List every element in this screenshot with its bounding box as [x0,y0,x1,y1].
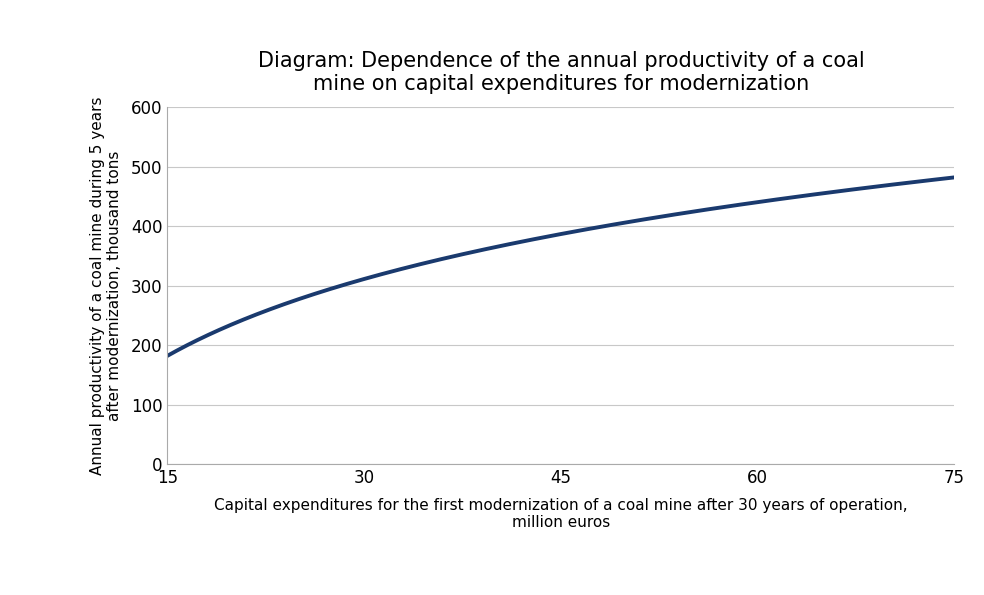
Title: Diagram: Dependence of the annual productivity of a coal
mine on capital expendi: Diagram: Dependence of the annual produc… [258,51,864,95]
X-axis label: Capital expenditures for the first modernization of a coal mine after 30 years o: Capital expenditures for the first moder… [215,498,907,531]
Y-axis label: Annual productivity of a coal mine during 5 years
after modernization, thousand : Annual productivity of a coal mine durin… [91,96,122,475]
